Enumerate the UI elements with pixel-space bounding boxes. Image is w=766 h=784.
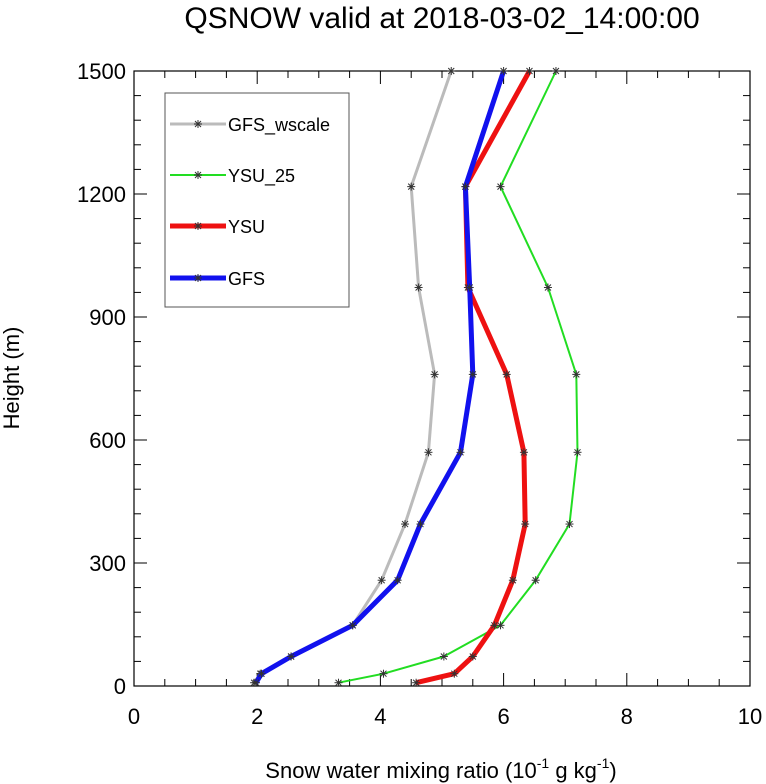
point-marker (503, 371, 511, 378)
x-axis-label-sup2: -1 (597, 755, 610, 771)
legend-label: GFS_wscale (228, 115, 330, 136)
point-marker (521, 520, 529, 528)
point-marker (335, 679, 342, 687)
y-tick-label: 1500 (77, 59, 126, 84)
legend-label: YSU_25 (228, 166, 295, 187)
legend-item: GFS_wscale (170, 115, 330, 136)
chart-title: QSNOW valid at 2018-03-02_14:00:00 (184, 2, 699, 35)
y-tick-label: 1200 (77, 182, 126, 207)
point-marker (412, 679, 420, 687)
point-marker (497, 183, 504, 190)
point-marker (431, 371, 438, 378)
point-marker (469, 371, 477, 378)
point-marker (566, 520, 573, 528)
point-marker (425, 448, 432, 456)
point-marker (500, 67, 507, 75)
point-marker (417, 520, 424, 528)
point-marker (349, 621, 357, 629)
point-marker (466, 284, 474, 291)
point-marker (462, 183, 469, 190)
point-marker (252, 679, 260, 687)
legend-item: YSU (170, 217, 265, 237)
series-gfs (251, 67, 508, 687)
legend-box (164, 92, 350, 308)
point-marker (394, 576, 402, 584)
point-marker (520, 448, 528, 456)
point-marker (194, 120, 202, 128)
point-marker (526, 67, 533, 75)
point-marker (407, 183, 415, 190)
point-marker (497, 621, 504, 629)
tick-labels: 0 2 4 6 8 10 0 300 600 900 1200 1500 (77, 59, 762, 729)
x-tick-label: 8 (621, 704, 633, 729)
x-tick-label: 10 (738, 704, 762, 729)
point-marker (440, 653, 448, 660)
y-tick-label: 0 (114, 674, 126, 699)
point-marker (544, 284, 552, 291)
x-tick-label: 6 (497, 704, 509, 729)
x-axis-label-sup1: -1 (537, 755, 550, 771)
point-marker (572, 371, 580, 378)
legend-label: GFS (228, 269, 265, 289)
x-axis-label: Snow water mixing ratio (10-1 g kg-1) (265, 755, 616, 783)
point-marker (287, 653, 295, 660)
point-marker (469, 653, 477, 660)
point-marker (401, 520, 409, 528)
point-marker (447, 67, 455, 75)
x-tick-label: 4 (374, 704, 386, 729)
point-marker (491, 621, 498, 629)
series-group (250, 67, 582, 687)
y-tick-label: 600 (89, 428, 126, 453)
point-marker (532, 576, 539, 584)
axis-ticks (133, 70, 751, 687)
point-marker (457, 448, 464, 456)
x-axis-label-mid: g kg (549, 758, 597, 783)
point-marker (552, 67, 560, 75)
x-tick-label: 0 (128, 704, 140, 729)
point-marker (509, 576, 517, 584)
legend-item: GFS (170, 269, 265, 289)
point-marker (378, 576, 385, 584)
x-tick-label: 2 (251, 704, 263, 729)
point-marker (194, 222, 202, 230)
y-tick-label: 300 (89, 551, 126, 576)
legend: GFS_wscale YSU_25 YSU GFS (164, 92, 350, 308)
legend-label: YSU (228, 217, 265, 237)
point-marker (194, 171, 202, 179)
y-tick-label: 900 (89, 305, 126, 330)
point-marker (415, 284, 422, 291)
point-marker (194, 274, 202, 282)
point-marker (574, 448, 581, 456)
y-axis-label: Height (m) (0, 327, 24, 430)
series-ysu-25 (334, 67, 582, 687)
x-axis-label-end: ) (609, 758, 616, 783)
legend-item: YSU_25 (170, 166, 295, 187)
point-marker (258, 670, 265, 678)
point-marker (450, 670, 458, 678)
point-marker (380, 670, 387, 678)
